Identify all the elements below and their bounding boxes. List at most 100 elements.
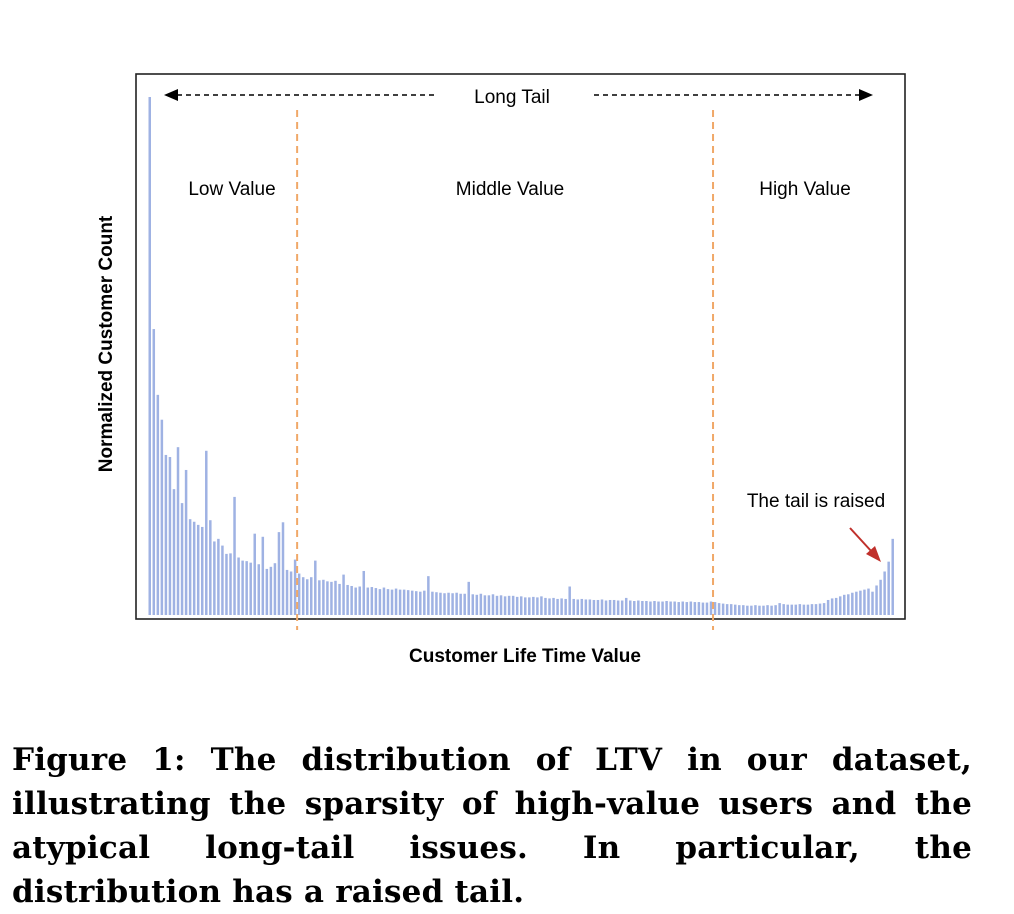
- bar: [524, 597, 527, 615]
- bar: [338, 583, 341, 615]
- bar: [463, 593, 466, 615]
- bar: [786, 604, 789, 615]
- bar: [830, 598, 834, 615]
- bar: [495, 595, 499, 615]
- bar: [511, 595, 515, 615]
- bar: [891, 538, 894, 615]
- bar: [330, 581, 333, 615]
- bar: [843, 594, 846, 615]
- bar: [794, 604, 798, 615]
- bar: [152, 329, 156, 615]
- bar: [487, 595, 491, 615]
- bar: [285, 569, 289, 615]
- bar: [491, 594, 495, 615]
- bar: [608, 599, 612, 615]
- bar: [540, 596, 543, 615]
- bar: [415, 591, 418, 615]
- bar: [483, 595, 487, 615]
- bar: [310, 577, 313, 615]
- bar: [410, 590, 414, 615]
- bar: [156, 394, 160, 615]
- bar: [653, 601, 656, 615]
- bar: [665, 601, 668, 615]
- bar: [354, 587, 357, 615]
- bar: [572, 598, 575, 615]
- bar: [709, 601, 713, 615]
- bar: [592, 599, 596, 615]
- bar: [847, 594, 850, 615]
- bar: [834, 597, 838, 615]
- bar: [184, 469, 188, 615]
- long-tail-arrowhead-left: [164, 89, 178, 101]
- bar: [721, 603, 725, 615]
- bar: [281, 522, 285, 615]
- bar: [350, 585, 353, 615]
- bar: [826, 599, 830, 615]
- bar: [875, 585, 878, 615]
- bar: [180, 503, 184, 615]
- bar: [253, 533, 256, 615]
- bar: [564, 598, 567, 615]
- bar: [552, 597, 555, 615]
- bar: [427, 576, 430, 615]
- bar: [269, 566, 273, 615]
- bar: [467, 581, 470, 615]
- bar: [273, 563, 277, 615]
- bar: [766, 605, 769, 615]
- bar: [532, 596, 535, 615]
- bar: [314, 560, 317, 615]
- bar: [604, 600, 608, 615]
- bar: [192, 521, 196, 615]
- bar: [164, 454, 168, 615]
- bar: [455, 592, 458, 615]
- bar: [249, 562, 252, 615]
- bar: [160, 419, 164, 615]
- bar: [770, 605, 773, 615]
- bar: [301, 577, 305, 615]
- bar: [378, 589, 382, 615]
- bar: [322, 579, 325, 615]
- plot-frame: [135, 73, 906, 620]
- bar: [386, 589, 390, 615]
- bar: [673, 601, 676, 615]
- bar: [616, 600, 620, 615]
- bar: [217, 538, 220, 615]
- bar: [746, 605, 749, 615]
- bar: [475, 594, 479, 615]
- region-label-high: High Value: [759, 179, 851, 200]
- bar: [859, 590, 862, 615]
- bar: [560, 598, 563, 615]
- bar: [289, 571, 293, 615]
- region-label-low: Low Value: [188, 179, 275, 200]
- bar: [782, 604, 785, 615]
- bar: [879, 579, 882, 615]
- bar: [729, 604, 733, 615]
- bar: [362, 570, 366, 615]
- bar: [499, 595, 503, 615]
- bar: [855, 591, 858, 615]
- bar: [374, 588, 378, 615]
- bar: [649, 601, 652, 615]
- bar: [778, 603, 781, 615]
- bar: [661, 601, 664, 615]
- bar: [600, 599, 604, 615]
- bar: [806, 604, 810, 615]
- bar: [584, 599, 588, 615]
- region-label-middle: Middle Value: [456, 179, 564, 200]
- bar: [681, 601, 684, 615]
- bar: [629, 600, 632, 615]
- bar: [548, 598, 551, 615]
- bar: [637, 600, 640, 615]
- region-dividers: [296, 110, 715, 630]
- bar: [742, 605, 745, 615]
- bar: [237, 557, 240, 615]
- bar: [398, 589, 402, 615]
- bar: [221, 545, 224, 615]
- bar: [822, 603, 826, 615]
- bar: [196, 524, 200, 615]
- bar: [717, 603, 721, 615]
- bar: [713, 602, 717, 615]
- bar: [188, 519, 192, 615]
- bar: [871, 591, 874, 615]
- tail-annotation-arrowhead: [866, 546, 881, 562]
